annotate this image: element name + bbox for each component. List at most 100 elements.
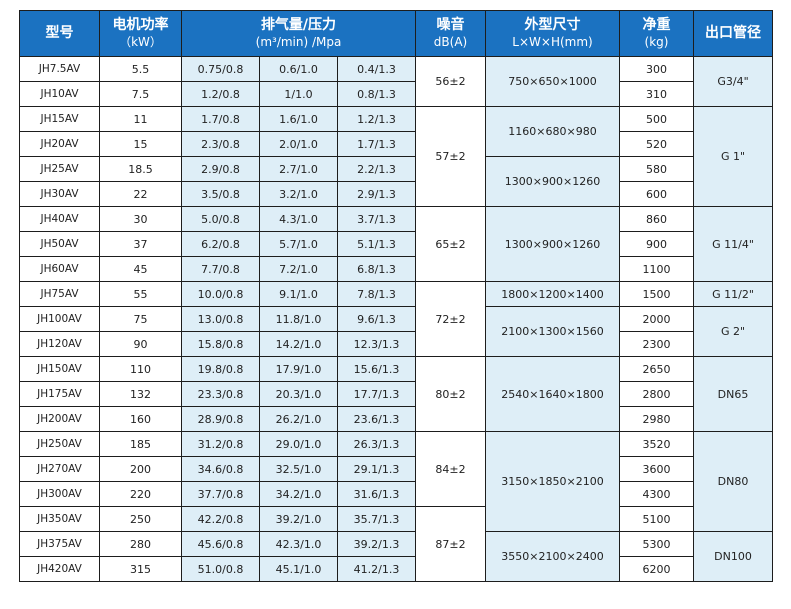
power-cell: 185 — [99, 431, 182, 457]
flow-0.8-cell: 2.3/0.8 — [181, 131, 260, 157]
power-cell: 30 — [99, 206, 182, 232]
dimensions-cell: 1160×680×980 — [485, 106, 620, 157]
dimensions-cell: 3550×2100×2400 — [485, 531, 620, 582]
flow-1.0-cell: 1/1.0 — [259, 81, 338, 107]
table-row: JH300AV 220 37.7/0.8 34.2/1.0 31.6/1.3 4300 — [19, 481, 773, 507]
header-dims-unit: L×W×H(mm) — [512, 34, 593, 49]
compressor-spec-table: 型号 电机功率 （kW） 排气量/压力 (m³/min) /Mpa 噪音 dB(… — [19, 10, 773, 582]
power-cell: 15 — [99, 131, 182, 157]
model-cell: JH10AV — [19, 81, 100, 107]
power-cell: 5.5 — [99, 56, 182, 82]
flow-0.8-cell: 10.0/0.8 — [181, 281, 260, 307]
weight-cell: 1100 — [619, 256, 694, 282]
model-cell: JH30AV — [19, 181, 100, 207]
header-weight: 净重 (kg) — [619, 10, 694, 57]
flow-0.8-cell: 1.2/0.8 — [181, 81, 260, 107]
header-weight-unit: (kg) — [644, 34, 669, 49]
weight-cell: 2000 — [619, 306, 694, 332]
flow-1.3-cell: 31.6/1.3 — [337, 481, 416, 507]
noise-cell: 56±2 — [415, 56, 486, 107]
model-cell: JH175AV — [19, 381, 100, 407]
flow-1.3-cell: 15.6/1.3 — [337, 356, 416, 382]
header-power-label: 电机功率 — [112, 16, 169, 33]
dimensions-cell: 750×650×1000 — [485, 56, 620, 107]
table-row: JH175AV 132 23.3/0.8 20.3/1.0 17.7/1.3 2800 — [19, 381, 773, 407]
table-row: JH420AV 315 51.0/0.8 45.1/1.0 41.2/1.3 6200 — [19, 556, 773, 582]
header-model-label: 型号 — [45, 25, 74, 41]
outlet-cell: G3/4" — [693, 56, 773, 107]
header-row: 型号 电机功率 （kW） 排气量/压力 (m³/min) /Mpa 噪音 dB(… — [19, 10, 773, 57]
flow-1.3-cell: 29.1/1.3 — [337, 456, 416, 482]
outlet-cell: G 2" — [693, 306, 773, 357]
flow-1.0-cell: 42.3/1.0 — [259, 531, 338, 557]
weight-cell: 900 — [619, 231, 694, 257]
outlet-cell: DN100 — [693, 531, 773, 582]
table-row: JH75AV 55 10.0/0.8 9.1/1.0 7.8/1.3 72±2 1800×1… — [19, 281, 773, 357]
flow-1.3-cell: 2.2/1.3 — [337, 156, 416, 182]
model-cell: JH20AV — [19, 131, 100, 157]
flow-0.8-cell: 0.75/0.8 — [181, 56, 260, 82]
model-cell: JH120AV — [19, 331, 100, 357]
outlet-cell: G 1" — [693, 106, 773, 207]
dimensions-cell: 3150×1850×2100 — [485, 431, 620, 532]
weight-cell: 1500 — [619, 281, 694, 307]
flow-1.3-cell: 1.7/1.3 — [337, 131, 416, 157]
flow-0.8-cell: 13.0/0.8 — [181, 306, 260, 332]
power-cell: 11 — [99, 106, 182, 132]
flow-1.0-cell: 17.9/1.0 — [259, 356, 338, 382]
flow-1.3-cell: 41.2/1.3 — [337, 556, 416, 582]
flow-1.3-cell: 26.3/1.3 — [337, 431, 416, 457]
table-row: JH15AV 11 1.7/0.8 1.6/1.0 1.2/1.3 57±2 1160×68… — [19, 106, 773, 207]
flow-0.8-cell: 19.8/0.8 — [181, 356, 260, 382]
flow-1.3-cell: 17.7/1.3 — [337, 381, 416, 407]
flow-1.3-cell: 5.1/1.3 — [337, 231, 416, 257]
flow-0.8-cell: 5.0/0.8 — [181, 206, 260, 232]
model-cell: JH375AV — [19, 531, 100, 557]
noise-cell: 80±2 — [415, 356, 486, 432]
model-cell: JH250AV — [19, 431, 100, 457]
flow-0.8-cell: 6.2/0.8 — [181, 231, 260, 257]
table-row: JH60AV 45 7.7/0.8 7.2/1.0 6.8/1.3 1100 — [19, 256, 773, 282]
table-row: JH150AV 110 19.8/0.8 17.9/1.0 15.6/1.3 80±2 25… — [19, 356, 773, 432]
header-weight-label: 净重 — [642, 16, 671, 33]
noise-cell: 84±2 — [415, 431, 486, 507]
weight-cell: 2800 — [619, 381, 694, 407]
model-cell: JH15AV — [19, 106, 100, 132]
flow-0.8-cell: 45.6/0.8 — [181, 531, 260, 557]
flow-1.0-cell: 1.6/1.0 — [259, 106, 338, 132]
flow-1.0-cell: 2.0/1.0 — [259, 131, 338, 157]
header-noise: 噪音 dB(A) — [415, 10, 486, 57]
dimensions-cell: 1300×900×1260 — [485, 156, 620, 207]
power-cell: 220 — [99, 481, 182, 507]
weight-cell: 520 — [619, 131, 694, 157]
table-row: JH350AV 250 42.2/0.8 39.2/1.0 35.7/1.3 87±2 51… — [19, 506, 773, 582]
model-cell: JH75AV — [19, 281, 100, 307]
power-cell: 75 — [99, 306, 182, 332]
dimensions-cell: 1800×1200×1400 — [485, 281, 620, 307]
power-cell: 250 — [99, 506, 182, 532]
flow-1.0-cell: 9.1/1.0 — [259, 281, 338, 307]
header-dims-label: 外型尺寸 — [524, 16, 581, 33]
flow-1.0-cell: 32.5/1.0 — [259, 456, 338, 482]
flow-1.3-cell: 2.9/1.3 — [337, 181, 416, 207]
flow-1.0-cell: 39.2/1.0 — [259, 506, 338, 532]
power-cell: 160 — [99, 406, 182, 432]
noise-cell: 65±2 — [415, 206, 486, 282]
weight-cell: 6200 — [619, 556, 694, 582]
model-cell: JH7.5AV — [19, 56, 100, 82]
table-row: JH200AV 160 28.9/0.8 26.2/1.0 23.6/1.3 2980 — [19, 406, 773, 432]
flow-1.3-cell: 0.4/1.3 — [337, 56, 416, 82]
dimensions-cell: 2100×1300×1560 — [485, 306, 620, 357]
weight-cell: 600 — [619, 181, 694, 207]
table-row: JH20AV 15 2.3/0.8 2.0/1.0 1.7/1.3 520 — [19, 131, 773, 157]
table-row: JH120AV 90 15.8/0.8 14.2/1.0 12.3/1.3 2300 — [19, 331, 773, 357]
flow-1.0-cell: 34.2/1.0 — [259, 481, 338, 507]
flow-1.3-cell: 12.3/1.3 — [337, 331, 416, 357]
flow-1.3-cell: 9.6/1.3 — [337, 306, 416, 332]
table-row: JH40AV 30 5.0/0.8 4.3/1.0 3.7/1.3 65±2 1300×90… — [19, 206, 773, 282]
flow-1.0-cell: 0.6/1.0 — [259, 56, 338, 82]
flow-1.3-cell: 0.8/1.3 — [337, 81, 416, 107]
table-row: JH25AV 18.5 2.9/0.8 2.7/1.0 2.2/1.3 1300×900×… — [19, 156, 773, 207]
spec-table-container: 型号 电机功率 （kW） 排气量/压力 (m³/min) /Mpa 噪音 dB(… — [19, 10, 773, 582]
header-flow-unit: (m³/min) /Mpa — [255, 34, 342, 49]
